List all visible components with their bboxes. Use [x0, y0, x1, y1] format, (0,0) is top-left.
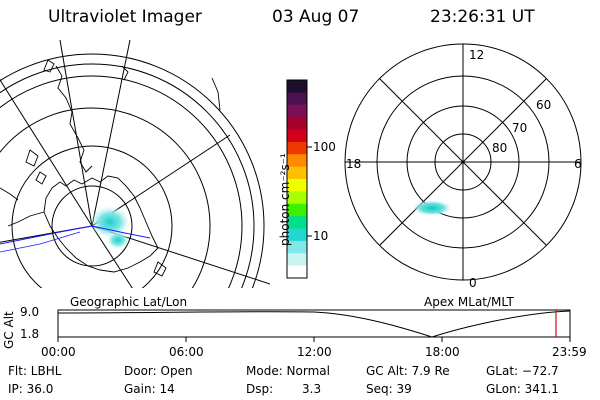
- mlt-label-6: 6: [574, 157, 582, 171]
- apex-map: [344, 43, 582, 281]
- colorbar-cell: [287, 216, 307, 230]
- alt-xtick-0000: 00:00: [41, 345, 76, 359]
- colorbar-cell: [287, 228, 307, 242]
- altitude-curve: [57, 310, 571, 338]
- alt-ytick-1-8: 1.8: [20, 327, 40, 341]
- color-bar: [286, 79, 312, 279]
- glat-readout: GLat: −72.7: [486, 364, 559, 378]
- apex-map-caption: Apex MLat/MLT: [424, 295, 514, 309]
- colorbar-cell: [287, 203, 307, 217]
- gc-altitude-readout: GC Alt: 7.9 Re: [366, 364, 450, 378]
- coastlines: [0, 59, 221, 277]
- mlt-label-0: 0: [469, 276, 477, 290]
- mlt-label-12: 12: [469, 48, 485, 62]
- colorbar-cell: [287, 166, 307, 180]
- geo-map-caption: Geographic Lat/Lon: [70, 295, 188, 309]
- time-label: 23:26:31 UT: [430, 7, 535, 27]
- colorbar-cell: [287, 129, 307, 143]
- dsp-value: 3.3: [302, 382, 322, 396]
- apex-aurora-emission: [412, 200, 452, 216]
- instrument-title: Ultraviolet Imager: [48, 7, 202, 27]
- glon-readout: GLon: 341.1: [486, 382, 559, 396]
- alt-plot-ylabel: GC Alt: [2, 311, 16, 349]
- mlat-label-70: 70: [512, 121, 528, 135]
- gain-readout: Gain: 14: [124, 382, 175, 396]
- alt-xtick-2359: 23:59: [552, 345, 587, 359]
- date-label: 03 Aug 07: [272, 7, 360, 27]
- mlat-label-80: 80: [492, 141, 508, 155]
- colorbar-cell: [287, 253, 307, 267]
- colorbar-cell: [287, 191, 307, 205]
- colorbar-cell: [287, 141, 307, 155]
- alt-xtick-0600: 06:00: [169, 345, 204, 359]
- colorbar-cell: [287, 117, 307, 131]
- colorbar-unit-label: photon cm⁻²s⁻¹: [278, 153, 292, 246]
- altitude-plot: [57, 309, 571, 342]
- colorbar-cell: [287, 104, 307, 118]
- geo-aurora-emission: [90, 206, 130, 238]
- colorbar-cell: [287, 80, 307, 93]
- altitude-plot-frame: [57, 309, 571, 338]
- alt-xtick-1200: 12:00: [297, 345, 332, 359]
- geo-latitude-circles: [0, 53, 265, 288]
- mlt-label-18: 18: [346, 157, 362, 171]
- ip-readout: IP: 36.0: [8, 382, 54, 396]
- colorbar-cell: [287, 154, 307, 168]
- mlat-label-60: 60: [536, 98, 552, 112]
- sequence-readout: Seq: 39: [366, 382, 412, 396]
- geo-meridian-lines: [0, 39, 270, 288]
- colorbar-cell: [287, 265, 307, 279]
- geographic-map: [0, 39, 270, 288]
- colorbar-cell: [287, 179, 307, 192]
- terminator-line: [0, 225, 151, 245]
- mode-readout: Mode: Normal: [246, 364, 330, 378]
- dsp-label: Dsp:: [246, 382, 274, 396]
- colorbar-cell: [287, 92, 307, 106]
- filter-readout: Flt: LBHL: [8, 364, 62, 378]
- alt-xtick-1800: 18:00: [425, 345, 460, 359]
- colorbar-tick-10: 10: [313, 229, 329, 243]
- colorbar-cell: [287, 240, 307, 254]
- door-readout: Door: Open: [124, 364, 193, 378]
- colorbar-tick-100: 100: [313, 140, 336, 154]
- alt-ytick-9: 9.0: [20, 305, 40, 319]
